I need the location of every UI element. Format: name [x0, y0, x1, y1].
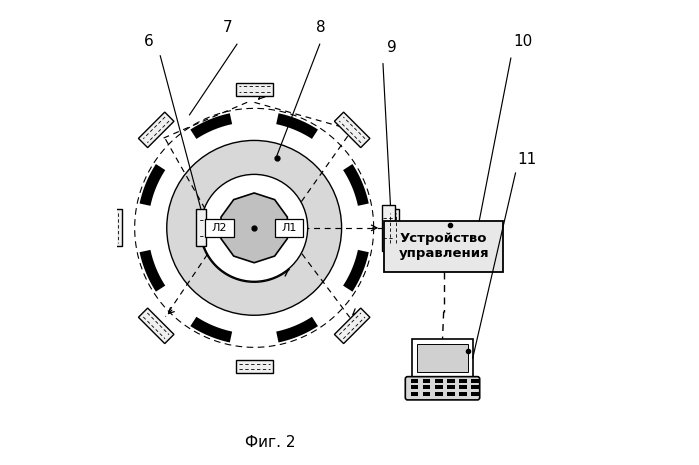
Polygon shape [138, 308, 174, 344]
FancyBboxPatch shape [405, 377, 480, 400]
Polygon shape [196, 209, 206, 246]
Polygon shape [334, 112, 370, 147]
Polygon shape [109, 209, 122, 246]
FancyBboxPatch shape [435, 385, 442, 389]
FancyBboxPatch shape [471, 385, 479, 389]
Text: Устройство
управления: Устройство управления [398, 232, 489, 260]
FancyBboxPatch shape [205, 219, 233, 237]
FancyBboxPatch shape [435, 392, 442, 396]
Polygon shape [138, 112, 174, 147]
FancyBboxPatch shape [423, 392, 431, 396]
Polygon shape [334, 308, 370, 344]
Text: 6: 6 [144, 34, 154, 49]
FancyBboxPatch shape [447, 392, 454, 396]
Text: 9: 9 [387, 40, 397, 55]
FancyBboxPatch shape [423, 385, 431, 389]
Text: Фиг. 2: Фиг. 2 [245, 435, 296, 450]
FancyBboxPatch shape [435, 379, 442, 383]
FancyBboxPatch shape [459, 379, 467, 383]
FancyBboxPatch shape [459, 392, 467, 396]
FancyBboxPatch shape [447, 385, 454, 389]
FancyBboxPatch shape [384, 221, 503, 272]
Text: 8: 8 [316, 20, 326, 35]
FancyBboxPatch shape [417, 344, 468, 372]
FancyBboxPatch shape [411, 392, 418, 396]
FancyBboxPatch shape [423, 379, 431, 383]
FancyBboxPatch shape [411, 379, 418, 383]
Text: Л2: Л2 [212, 223, 227, 233]
FancyBboxPatch shape [382, 205, 395, 251]
Circle shape [201, 174, 308, 281]
FancyBboxPatch shape [447, 379, 454, 383]
FancyBboxPatch shape [412, 339, 473, 377]
Text: Л1: Л1 [282, 223, 297, 233]
FancyBboxPatch shape [459, 385, 467, 389]
Polygon shape [221, 193, 287, 263]
FancyBboxPatch shape [275, 219, 303, 237]
Text: 11: 11 [517, 152, 537, 166]
Polygon shape [236, 360, 273, 373]
Circle shape [167, 140, 342, 315]
Polygon shape [236, 83, 273, 96]
Text: 7: 7 [223, 20, 233, 35]
FancyBboxPatch shape [471, 392, 479, 396]
Polygon shape [387, 209, 399, 246]
FancyBboxPatch shape [411, 385, 418, 389]
Text: 10: 10 [513, 34, 532, 49]
FancyBboxPatch shape [471, 379, 479, 383]
